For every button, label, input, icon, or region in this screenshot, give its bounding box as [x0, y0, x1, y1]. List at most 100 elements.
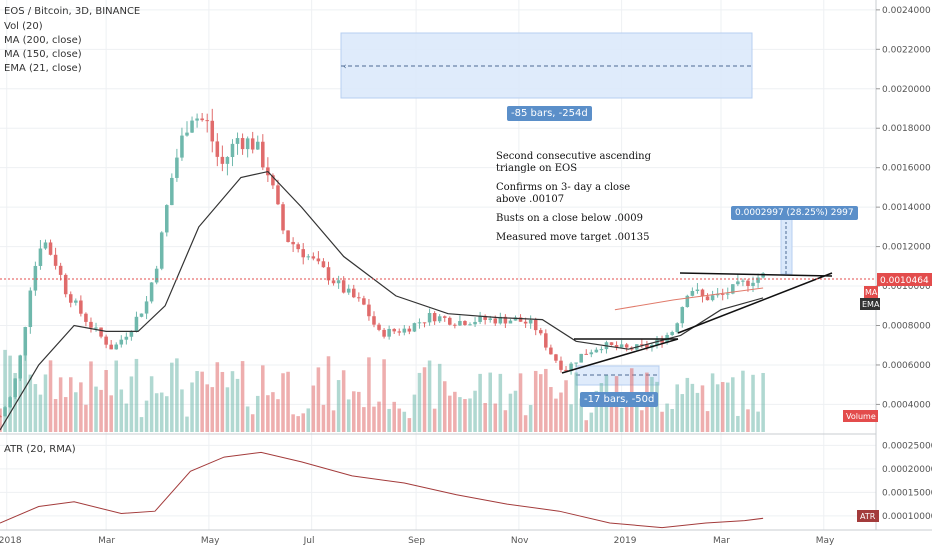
candle-body — [427, 313, 432, 323]
volume-bar — [58, 377, 63, 432]
candle-body — [205, 120, 209, 122]
candle-body — [271, 175, 275, 186]
candle-body — [619, 344, 624, 348]
volume-bar — [149, 376, 154, 432]
candle-body — [84, 313, 88, 322]
note-line — [496, 225, 651, 232]
candle-body — [119, 339, 124, 345]
volume-bar — [761, 372, 765, 432]
candle-body — [731, 284, 735, 294]
volume-bar — [675, 384, 679, 432]
candle-body — [559, 360, 563, 370]
price-tick-label: 0.0004000 — [882, 400, 931, 410]
volume-bar — [665, 403, 669, 432]
volume-bar — [38, 394, 43, 432]
volume-bar — [422, 367, 427, 432]
volume-bar — [99, 389, 103, 432]
volume-bar — [84, 404, 88, 432]
symbol-title[interactable]: EOS / Bitcoin, 3D, BINANCE — [4, 6, 141, 17]
volume-bar — [291, 414, 295, 432]
volume-bar — [741, 370, 745, 432]
triangle-top-right[interactable] — [679, 272, 833, 277]
candle-body — [74, 300, 78, 303]
candle-body — [357, 297, 361, 299]
candle-body — [432, 313, 437, 322]
candle-body — [468, 324, 472, 326]
candle-body — [255, 141, 260, 150]
current-price-tag-bg — [877, 273, 932, 286]
candle-body — [149, 282, 154, 302]
indicator-ma150[interactable]: MA (150, close) — [4, 49, 82, 60]
candle-body — [286, 230, 290, 242]
candle-body — [281, 204, 285, 231]
candle-body — [170, 177, 174, 206]
candle-body — [412, 323, 417, 332]
triangle-bottom-left[interactable] — [561, 338, 679, 374]
price-tick-label: 0.0012000 — [882, 243, 931, 253]
candle-body — [624, 344, 629, 348]
candle-body — [756, 277, 760, 283]
volume-bar — [746, 409, 750, 432]
triangle-bottom-right[interactable] — [677, 272, 833, 334]
volume-bar — [311, 385, 316, 432]
indicator-ema21[interactable]: EMA (21, close) — [4, 63, 82, 74]
volume-bar — [195, 371, 199, 432]
candle-body — [705, 296, 710, 301]
candle-body — [250, 138, 255, 150]
volume-bar — [468, 398, 472, 432]
atr-tick-label: 0.00020000 — [882, 465, 932, 475]
volume-bar — [8, 355, 12, 432]
volume-bar — [377, 401, 381, 432]
volume-bar — [387, 408, 391, 432]
volume-bar — [392, 401, 396, 432]
volume-bar — [448, 395, 452, 432]
candle-body — [554, 354, 558, 361]
candle-body — [402, 328, 407, 333]
candle-body — [245, 138, 250, 150]
candle-body — [372, 316, 376, 325]
volume-bar — [301, 413, 305, 432]
volume-bar — [549, 387, 553, 432]
candle-body — [23, 327, 28, 356]
candle-body — [362, 298, 366, 305]
indicator-vol[interactable]: Vol (20) — [4, 21, 43, 32]
volume-bar — [286, 371, 290, 432]
candle-body — [761, 273, 765, 278]
price-axis-ticks: 0.0024000 0.0022000 0.0020000 0.0018000 0.00… — [876, 6, 931, 410]
volume-bar — [705, 411, 710, 432]
time-tick-label: May — [816, 536, 835, 546]
volume-bar — [215, 362, 220, 432]
volume-bar — [432, 408, 437, 432]
volume-bar — [751, 374, 755, 432]
atr-title[interactable]: ATR (20, RMA) — [4, 444, 76, 455]
candle-body — [43, 242, 48, 249]
volume-bar — [134, 358, 139, 432]
candle-body — [144, 301, 149, 314]
volume-bar — [33, 384, 38, 432]
candle-body — [473, 321, 477, 325]
candle-body — [240, 138, 245, 150]
volume-bar — [533, 370, 538, 432]
volume-bar — [655, 381, 659, 432]
volume-bar — [493, 403, 498, 432]
volume-bar — [190, 382, 194, 432]
price-tick-label: 0.0024000 — [882, 6, 931, 16]
candle-body — [311, 256, 316, 259]
candle-body — [569, 363, 573, 372]
volume-bar — [670, 408, 674, 432]
candle-body — [422, 322, 427, 324]
candle-body — [336, 280, 341, 284]
candle-body — [321, 261, 326, 268]
volume-bar — [48, 360, 53, 432]
volume-bar — [680, 394, 685, 432]
candle-body — [210, 120, 215, 142]
projection-label: 0.0002997 (28.25%) 2997 — [731, 206, 858, 220]
time-tick-label: Mar — [713, 536, 730, 546]
volume-bar — [498, 373, 503, 432]
note-line: Measured move target .00135 — [496, 232, 650, 243]
volume-bar — [255, 395, 260, 432]
volume-bar — [331, 410, 336, 432]
candle-body — [488, 318, 492, 320]
analysis-note: Second consecutive ascending triangle on … — [496, 151, 651, 244]
indicator-ma200[interactable]: MA (200, close) — [4, 35, 82, 46]
